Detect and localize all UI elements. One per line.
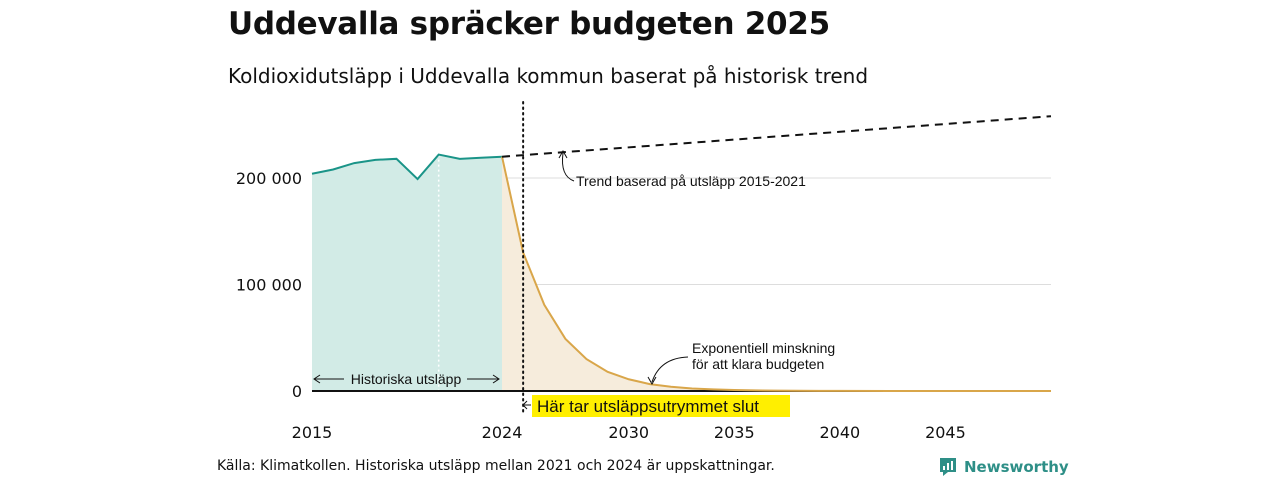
x-tick-label: 2015 bbox=[292, 423, 333, 442]
x-tick-label: 2024 bbox=[482, 423, 523, 442]
trend-annotation-arrow bbox=[562, 152, 575, 182]
historical-arrowhead-left bbox=[313, 374, 321, 384]
historical-annotation: Historiska utsläpp bbox=[351, 371, 462, 387]
budget-line bbox=[501, 156, 1051, 392]
budget-end-highlight bbox=[532, 395, 790, 417]
line-layer bbox=[311, 101, 1052, 415]
budget-end-arrowhead bbox=[522, 400, 528, 410]
exp-annotation-arrow bbox=[651, 356, 689, 383]
annotations: Trend baserad på utsläpp 2015-2021 Histor… bbox=[313, 149, 835, 417]
exp-annotation-line1: Exponentiell minskning bbox=[692, 340, 835, 356]
y-tick-label: 200 000 bbox=[236, 169, 302, 188]
x-tick-label: 2035 bbox=[714, 423, 755, 442]
chart-subtitle: Koldioxidutsläpp i Uddevalla kommun base… bbox=[228, 64, 869, 88]
tick-labels: 0 100 000 200 000 2015 2024 2030 2035 2040 2045 bbox=[236, 169, 966, 442]
y-tick-label: 100 000 bbox=[236, 276, 302, 295]
brand-logo[interactable]: Newsworthy bbox=[938, 456, 1069, 478]
trend-annotation-arrowhead bbox=[558, 149, 568, 159]
newsworthy-logo-icon bbox=[940, 458, 956, 476]
trend-line bbox=[501, 115, 1052, 158]
historical-arrowhead-right bbox=[492, 374, 500, 384]
area-layer bbox=[312, 154, 1051, 391]
chart-title: Uddevalla spräcker budgeten 2025 bbox=[228, 6, 830, 42]
x-tick-label: 2045 bbox=[925, 423, 966, 442]
x-tick-label: 2030 bbox=[608, 423, 649, 442]
exp-annotation-line2: för att klara budgeten bbox=[692, 356, 824, 372]
source-note: Källa: Klimatkollen. Historiska utsläpp … bbox=[217, 458, 775, 474]
trend-annotation: Trend baserad på utsläpp 2015-2021 bbox=[576, 173, 806, 189]
x-tick-label: 2040 bbox=[819, 423, 860, 442]
historical-line bbox=[311, 153, 503, 181]
budget-area bbox=[502, 156, 1051, 391]
historical-area bbox=[312, 154, 503, 391]
budget-end-annotation: Här tar utsläppsutrymmet slut bbox=[537, 397, 759, 416]
brand-name: Newsworthy bbox=[964, 458, 1069, 476]
exp-annotation-arrowhead bbox=[647, 376, 657, 386]
y-tick-label: 0 bbox=[292, 382, 302, 401]
